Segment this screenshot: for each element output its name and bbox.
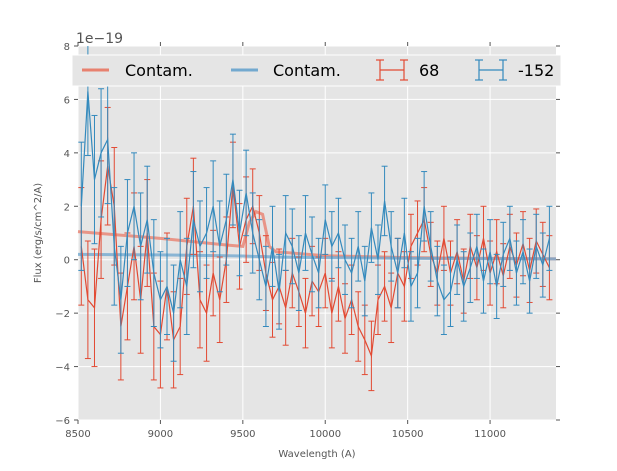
legend: Contam. Contam. 68 -152: [71, 54, 562, 87]
legend-label-contam-blue: Contam.: [273, 61, 341, 80]
series-line: [80, 91, 550, 314]
legend-errorbar-blue-swatch: [475, 59, 507, 81]
y-tick-label: 0: [64, 256, 70, 267]
y-tick-label: −6: [55, 416, 70, 427]
x-tick-label: 9000: [148, 429, 173, 440]
legend-label-contam-red: Contam.: [125, 61, 193, 80]
legend-label-68: 68: [419, 61, 439, 80]
data-series: [78, 46, 553, 392]
y-tick-label: −2: [55, 309, 70, 320]
y-axis-label: Flux (erg/s/cm^2/A): [33, 183, 44, 283]
series-line: [80, 166, 550, 359]
x-tick-label: 10000: [309, 429, 341, 440]
y-tick-label: 2: [64, 202, 70, 213]
x-tick-label: 10500: [392, 429, 424, 440]
x-axis-label: Wavelength (A): [278, 449, 355, 460]
legend-label-minus152: -152: [518, 61, 554, 80]
x-tick-label: 8500: [65, 429, 90, 440]
series--152: [78, 46, 553, 362]
y-tick-label: −4: [55, 363, 70, 374]
y-tick-label: 6: [64, 95, 70, 106]
plot-background: [78, 46, 556, 420]
x-tick-label: 11000: [474, 429, 506, 440]
x-tick-label: 9500: [230, 429, 255, 440]
y-tick-label: 4: [64, 149, 70, 160]
y-offset-label: 1e−19: [76, 31, 123, 47]
y-tick-label: 8: [64, 42, 70, 53]
legend-errorbar-red-swatch: [376, 59, 408, 81]
